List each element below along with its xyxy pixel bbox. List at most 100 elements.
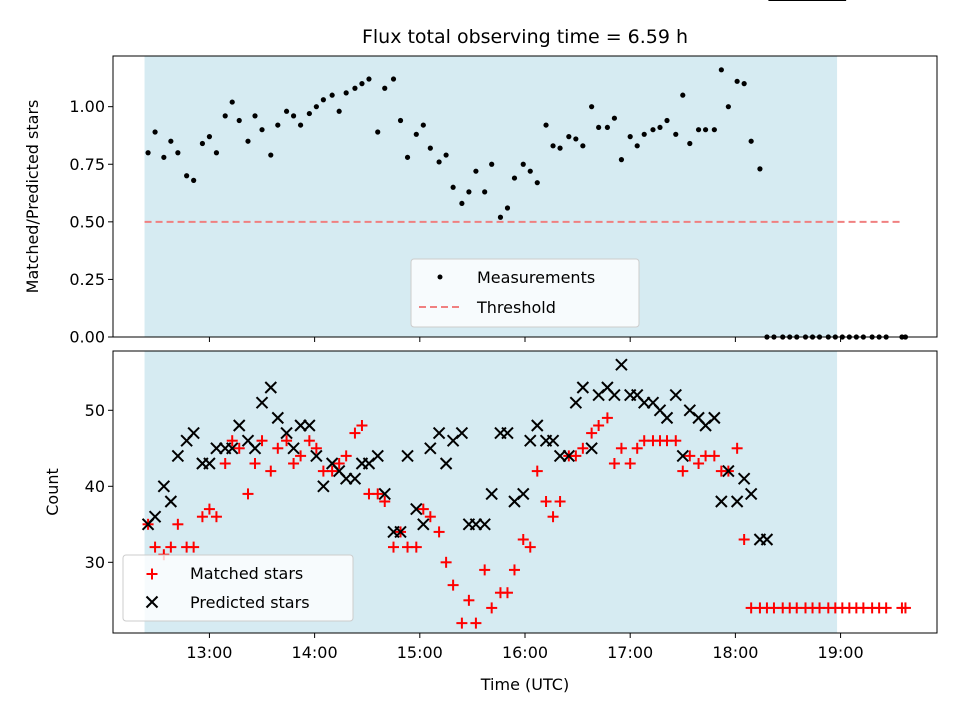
measurement-point [375,129,381,135]
measurement-point [711,127,717,133]
predicted-star-point [485,487,498,501]
bottom-legend: Matched stars Predicted stars [122,554,354,622]
measurement-point [175,150,181,156]
matched-star-point [340,450,352,462]
measurement-point [702,127,709,133]
predicted-star-point [294,419,307,432]
x-tick-label: 17:00 [607,643,653,662]
measurement-point [618,157,625,163]
predicted-star-point [478,518,491,531]
matched-star-point [433,526,445,538]
measurement-point [168,138,174,144]
matched-star-point [219,457,231,469]
measurement-point [283,108,290,114]
measurement-point [259,127,265,133]
measurement-point [145,150,151,156]
matched-star-point [570,450,582,462]
predicted-star-point [517,487,530,501]
measurement-point [482,189,488,195]
y-tick-label: 0.50 [69,212,105,231]
predicted-star-point [424,442,437,455]
predicted-star-point [744,487,758,501]
matched-star-point [608,457,620,469]
matched-star-point [372,488,384,500]
measurement-point [497,214,504,220]
matched-star-point [249,457,261,469]
measurement-point [336,108,342,114]
measurement-point [657,124,663,131]
matched-star-point [295,450,307,462]
measurement-point [152,129,158,135]
top-y-axis-label: Matched/Predicted stars [23,100,42,294]
predicted-star-point [417,518,430,531]
measurement-point [161,154,167,160]
measurement-point [359,81,365,87]
matched-star-point [899,602,911,614]
top-y-ticks: 0.00 0.25 0.50 0.75 1.00 [69,97,113,347]
matched-star-point [624,457,636,469]
predicted-star-point [553,449,567,463]
matched-star-point [670,435,682,447]
bottom-legend-box [122,554,354,622]
matched-star-point [593,419,605,431]
matched-star-point [265,465,277,477]
predicted-star-point [410,502,423,516]
y-tick-label: 0.75 [69,155,105,174]
matched-star-point [479,564,491,576]
bottom-x-ticks: 13:00 14:00 15:00 16:00 17:00 18:00 19:00 [186,633,864,662]
matched-star-point [303,435,315,447]
predicted-star-point [157,480,171,493]
measurement-point [343,90,349,96]
predicted-star-point [669,388,682,402]
legend-marker-measurements [437,274,443,280]
measurement-point [306,110,312,117]
predicted-star-point [569,396,583,409]
predicted-star-point [394,525,407,539]
measurement-point [680,92,686,98]
predicted-star-point [280,426,293,440]
measurement-point [741,81,747,87]
matched-star-point [517,534,529,546]
y-tick-label: 1.00 [69,97,105,116]
matched-star-point [226,435,238,447]
measurement-point [352,85,358,91]
predicted-star-point [401,449,414,463]
measurement-point [382,85,388,91]
measurement-point [627,134,633,140]
measurement-point [757,166,763,172]
predicted-star-point [303,419,316,432]
matched-star-point [470,617,482,629]
predicted-star-point [722,464,735,478]
matched-star-point [501,587,513,599]
count-panel: 30 40 50 13:00 14:00 15:00 16:00 17:00 18:00 19:… [43,0,938,694]
x-tick-label: 14:00 [292,643,338,662]
predicted-star-point [676,449,689,463]
legend-marker-matched [146,568,158,580]
predicted-star-point [210,442,223,455]
predicted-star-point [164,495,178,508]
matched-star-point [547,511,559,523]
measurement-point [748,138,754,144]
measurement-point [329,92,335,98]
x-tick-label: 13:00 [186,643,232,662]
ratio-panel: 0.00 0.25 0.50 0.75 1.00 Matched/Predicted s… [23,55,938,347]
predicted-star-point [233,419,246,432]
measurement-point [199,140,206,147]
predicted-star-point [660,411,674,425]
matched-star-point [424,511,436,523]
matched-star-point [540,496,552,508]
matched-star-point [631,442,643,454]
predicted-stars-points [141,0,847,546]
predicted-star-point [546,434,560,447]
measurement-point [718,67,724,73]
measurement-point [213,150,220,156]
matched-star-point [281,435,293,447]
matched-star-point [601,412,613,424]
y-tick-label: 50 [85,401,105,420]
measurement-point [275,122,281,128]
predicted-star-point [203,457,216,470]
matched-star-point [326,465,338,477]
measurement-point [222,113,228,119]
measurement-point [520,161,526,167]
